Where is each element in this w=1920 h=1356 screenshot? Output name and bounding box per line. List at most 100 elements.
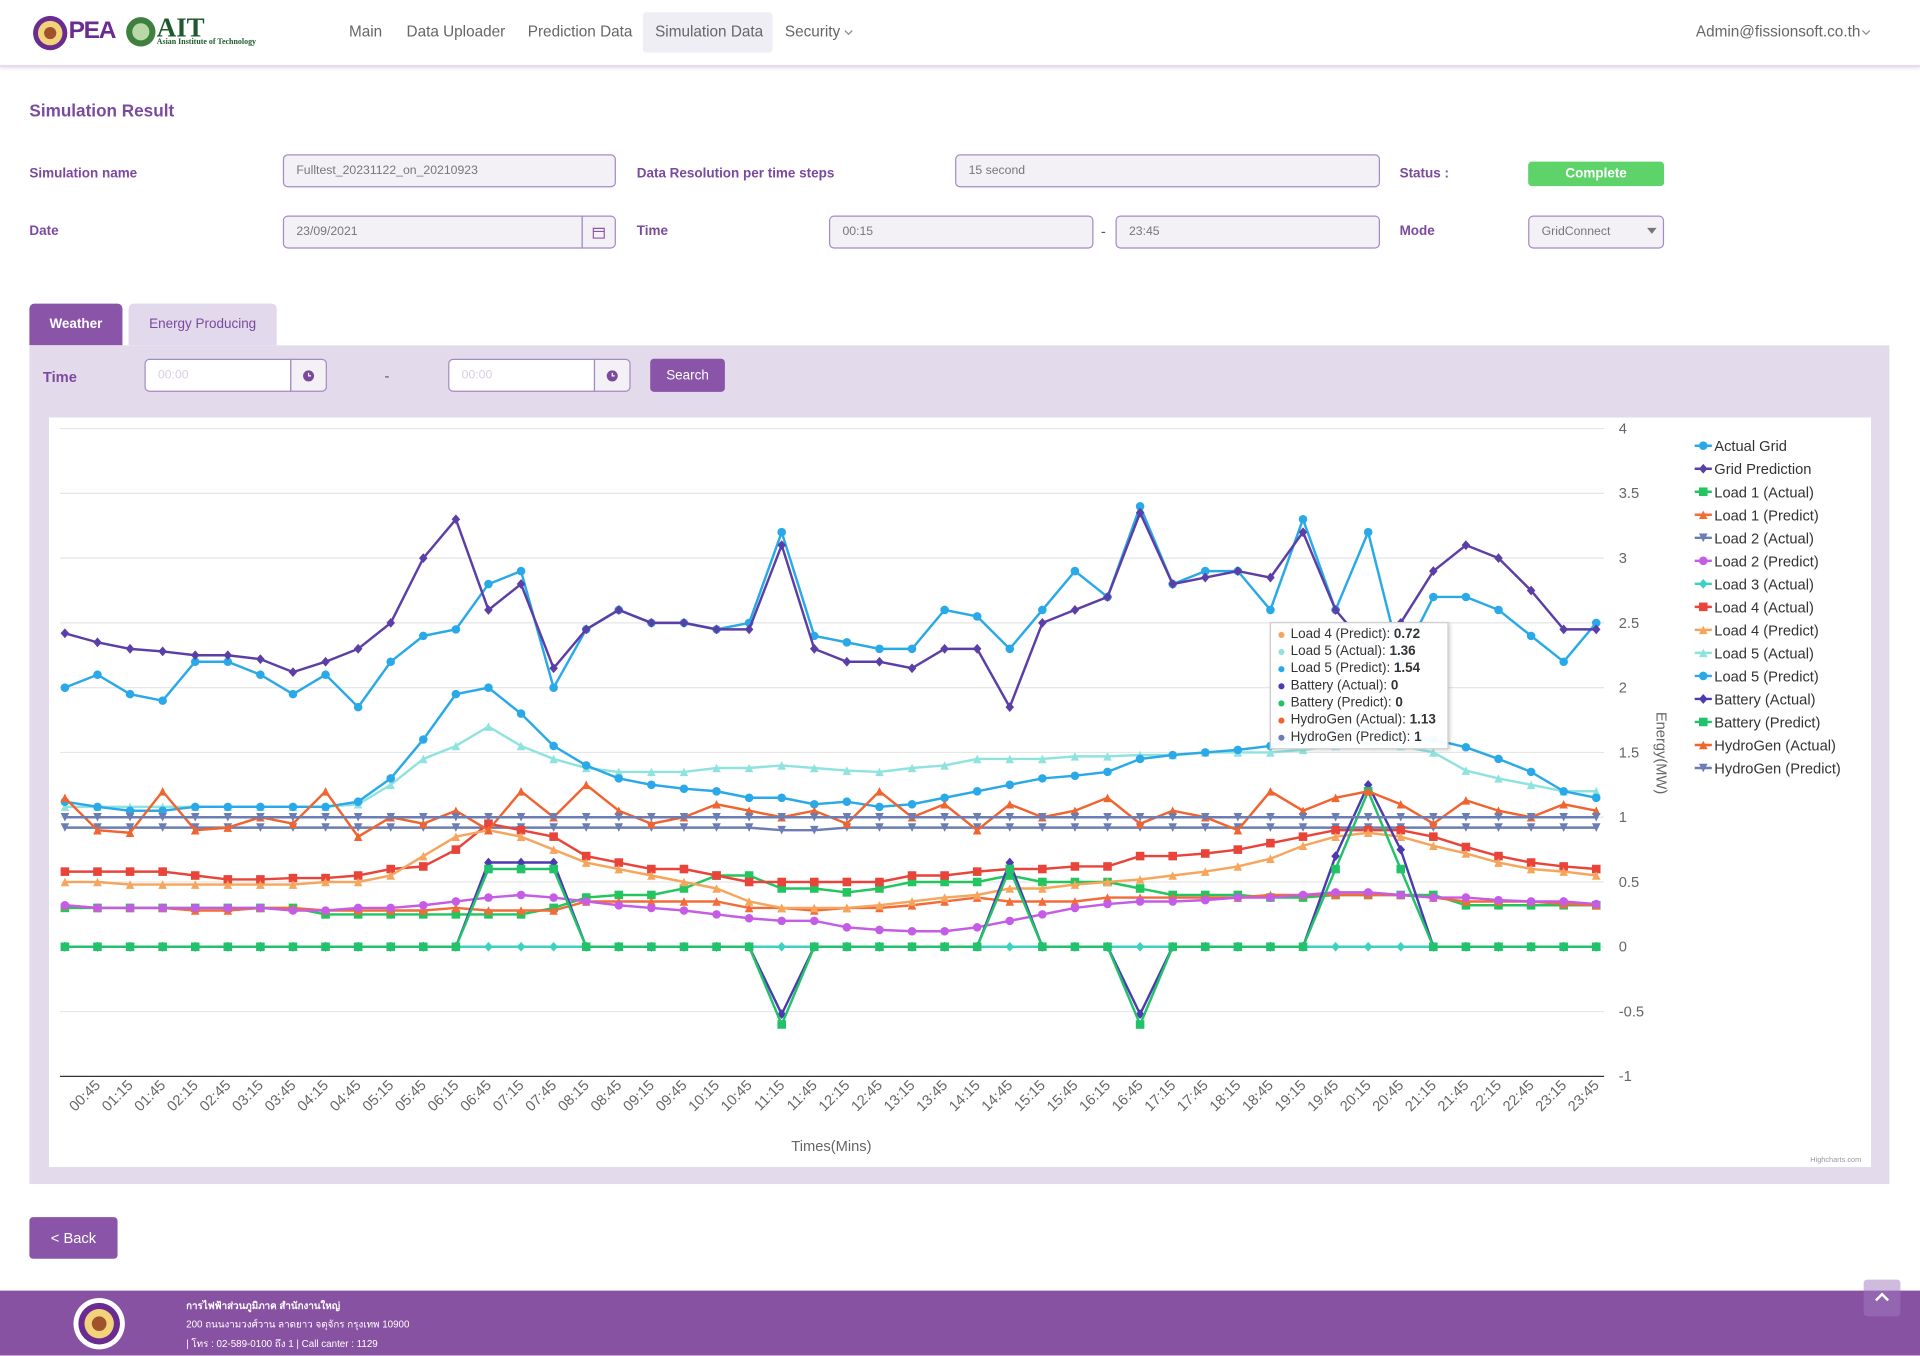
tooltip-row: Load 5 (Actual): 1.36 bbox=[1278, 643, 1447, 660]
user-menu[interactable]: Admin@fissionsoft.co.th bbox=[1695, 23, 1861, 41]
separator: - bbox=[384, 367, 390, 385]
legend-symbol bbox=[1698, 533, 1708, 543]
brand-ait-sub: Asian Institute of Technology bbox=[156, 37, 257, 47]
point bbox=[516, 787, 526, 796]
input[interactable]: 23/09/2021 bbox=[282, 215, 583, 249]
tooltip-row: Load 5 (Predict): 1.54 bbox=[1278, 660, 1447, 677]
x-tick-label: 01:15 bbox=[99, 1078, 136, 1115]
form-label: Data Resolution per time steps bbox=[636, 166, 835, 182]
x-tick-label: 14:45 bbox=[979, 1078, 1016, 1115]
nav-link[interactable]: Data Uploader bbox=[406, 23, 506, 41]
point bbox=[809, 903, 819, 913]
select[interactable]: GridConnect bbox=[1528, 215, 1665, 249]
input[interactable]: Fulltest_20231122_on_20210923 bbox=[282, 154, 616, 188]
x-tick-label: 05:45 bbox=[392, 1078, 429, 1115]
clock-button[interactable] bbox=[290, 358, 327, 392]
y-tick-label: 1.5 bbox=[1619, 745, 1639, 761]
point bbox=[940, 793, 949, 803]
input[interactable]: 15 second bbox=[955, 154, 1381, 188]
point bbox=[712, 910, 721, 919]
point bbox=[1526, 897, 1536, 906]
point bbox=[484, 893, 493, 902]
point bbox=[1461, 742, 1471, 752]
scroll-top-button[interactable] bbox=[1863, 1279, 1901, 1317]
point bbox=[190, 825, 200, 835]
point bbox=[581, 897, 591, 906]
point bbox=[744, 823, 754, 832]
point bbox=[875, 802, 884, 812]
point bbox=[321, 812, 330, 822]
form-label: Time bbox=[636, 224, 668, 239]
point bbox=[60, 867, 70, 876]
point bbox=[1005, 871, 1015, 880]
legend-label: Load 1 (Actual) bbox=[1714, 485, 1814, 501]
point bbox=[1200, 942, 1210, 952]
point bbox=[777, 1020, 786, 1029]
clock-button[interactable] bbox=[593, 358, 631, 392]
point bbox=[60, 683, 70, 692]
point bbox=[516, 890, 526, 900]
point bbox=[484, 941, 493, 952]
point bbox=[875, 787, 884, 796]
point bbox=[875, 644, 884, 654]
x-tick-label: 09:15 bbox=[621, 1078, 658, 1115]
tab-active[interactable]: Weather bbox=[29, 303, 123, 346]
separator: - bbox=[1100, 222, 1106, 241]
point bbox=[809, 884, 819, 893]
pea-emblem bbox=[33, 15, 68, 51]
point bbox=[190, 657, 200, 667]
back-button[interactable]: < Back bbox=[29, 1217, 118, 1259]
x-tick-label: 07:45 bbox=[523, 1078, 560, 1115]
time-input[interactable]: 00:00 bbox=[448, 358, 596, 392]
point bbox=[1461, 766, 1471, 775]
legend-label: Load 4 (Actual) bbox=[1714, 600, 1814, 616]
nav-link[interactable]: Prediction Data bbox=[527, 23, 633, 41]
point bbox=[1005, 916, 1015, 926]
point bbox=[1168, 806, 1177, 816]
time-input[interactable]: 00:00 bbox=[144, 358, 292, 392]
point bbox=[125, 903, 135, 913]
point bbox=[1363, 787, 1373, 796]
point bbox=[223, 802, 233, 812]
nav-link[interactable]: Simulation Data bbox=[655, 23, 764, 41]
input[interactable]: 23:45 bbox=[1115, 215, 1381, 249]
tooltip-label: HydroGen (Actual): bbox=[1290, 712, 1410, 728]
point bbox=[940, 926, 949, 936]
point bbox=[1038, 823, 1047, 832]
point bbox=[1038, 812, 1047, 822]
point bbox=[1038, 605, 1047, 615]
legend-symbol bbox=[1698, 694, 1708, 704]
point bbox=[1331, 851, 1340, 861]
point bbox=[1298, 942, 1308, 952]
point bbox=[875, 767, 884, 777]
point bbox=[809, 825, 819, 835]
tab[interactable]: Energy Producing bbox=[128, 303, 277, 346]
point bbox=[614, 767, 624, 777]
point bbox=[1429, 893, 1438, 902]
series-line bbox=[64, 891, 1597, 933]
credits: Highcharts.com bbox=[1810, 1155, 1861, 1164]
tooltip-dot bbox=[1278, 682, 1285, 689]
chart-container: -1 -0.5 0 0.5 1 1.5 2 2.5 3 3.5 4 00:45 01:15 01:45 02… bbox=[48, 417, 1872, 1167]
search-button[interactable]: Search bbox=[650, 358, 725, 392]
series-markers bbox=[60, 888, 1601, 936]
point bbox=[516, 832, 526, 841]
point bbox=[972, 612, 982, 621]
point bbox=[972, 643, 982, 654]
nav-link[interactable]: Security bbox=[784, 23, 841, 41]
point bbox=[158, 787, 167, 796]
point bbox=[647, 942, 656, 952]
point bbox=[451, 514, 461, 525]
input[interactable]: 00:15 bbox=[828, 215, 1094, 249]
point bbox=[549, 893, 558, 902]
point bbox=[419, 553, 428, 564]
calendar-button[interactable] bbox=[581, 215, 616, 249]
point bbox=[288, 819, 298, 828]
point bbox=[614, 806, 624, 816]
point bbox=[1526, 585, 1536, 596]
point bbox=[1070, 903, 1080, 913]
point bbox=[647, 767, 656, 777]
point bbox=[614, 605, 624, 615]
nav-link[interactable]: Main bbox=[348, 23, 383, 41]
point bbox=[1233, 745, 1243, 755]
